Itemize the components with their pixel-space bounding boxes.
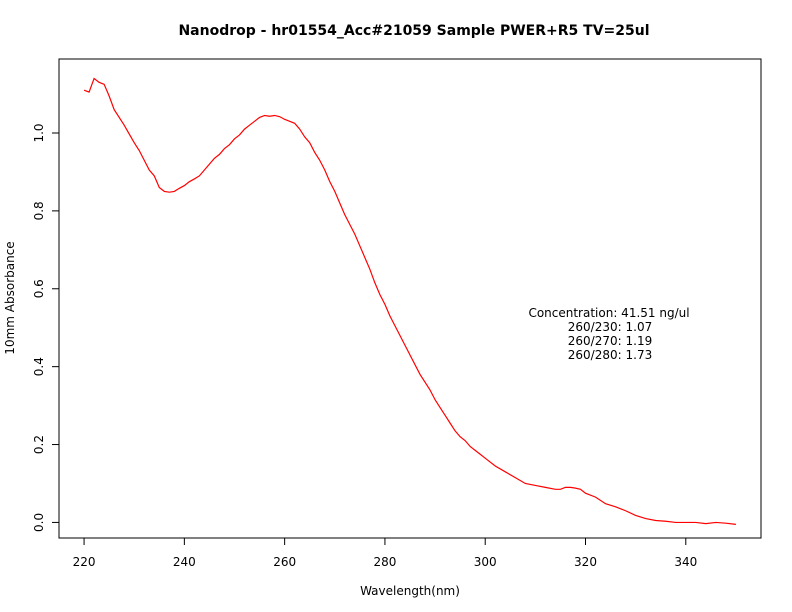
chart-title: Nanodrop - hr01554_Acc#21059 Sample PWER… — [178, 23, 649, 39]
x-tick-label: 260 — [273, 555, 296, 569]
x-tick-label: 340 — [674, 555, 697, 569]
y-tick-label: 0.0 — [32, 513, 46, 532]
x-axis: 220 240 260 280 300 320 340 — [73, 537, 697, 569]
y-tick-label: 1.0 — [32, 123, 46, 142]
x-axis-label: Wavelength(nm) — [360, 584, 460, 598]
x-tick-label: 300 — [474, 555, 497, 569]
y-tick-label: 0.8 — [32, 201, 46, 220]
x-tick-label: 240 — [173, 555, 196, 569]
y-tick-label: 0.4 — [32, 357, 46, 376]
annotation-concentration: Concentration: 41.51 ng/ul — [528, 306, 689, 320]
y-tick-label: 0.6 — [32, 279, 46, 298]
annotation-ratio-260-280: 260/280: 1.73 — [568, 348, 652, 362]
y-axis: 0.0 0.2 0.4 0.6 0.8 1.0 — [32, 123, 60, 532]
y-axis-label: 10mm Absorbance — [3, 241, 17, 354]
annotation-ratio-260-230: 260/230: 1.07 — [568, 320, 652, 334]
y-tick-label: 0.2 — [32, 435, 46, 454]
annotation-ratio-260-270: 260/270: 1.19 — [568, 334, 652, 348]
x-tick-label: 220 — [73, 555, 96, 569]
absorbance-curve — [83, 77, 736, 525]
x-tick-label: 280 — [373, 555, 396, 569]
annotation-block: Concentration: 41.51 ng/ul 260/230: 1.07… — [528, 306, 689, 362]
x-tick-label: 320 — [574, 555, 597, 569]
